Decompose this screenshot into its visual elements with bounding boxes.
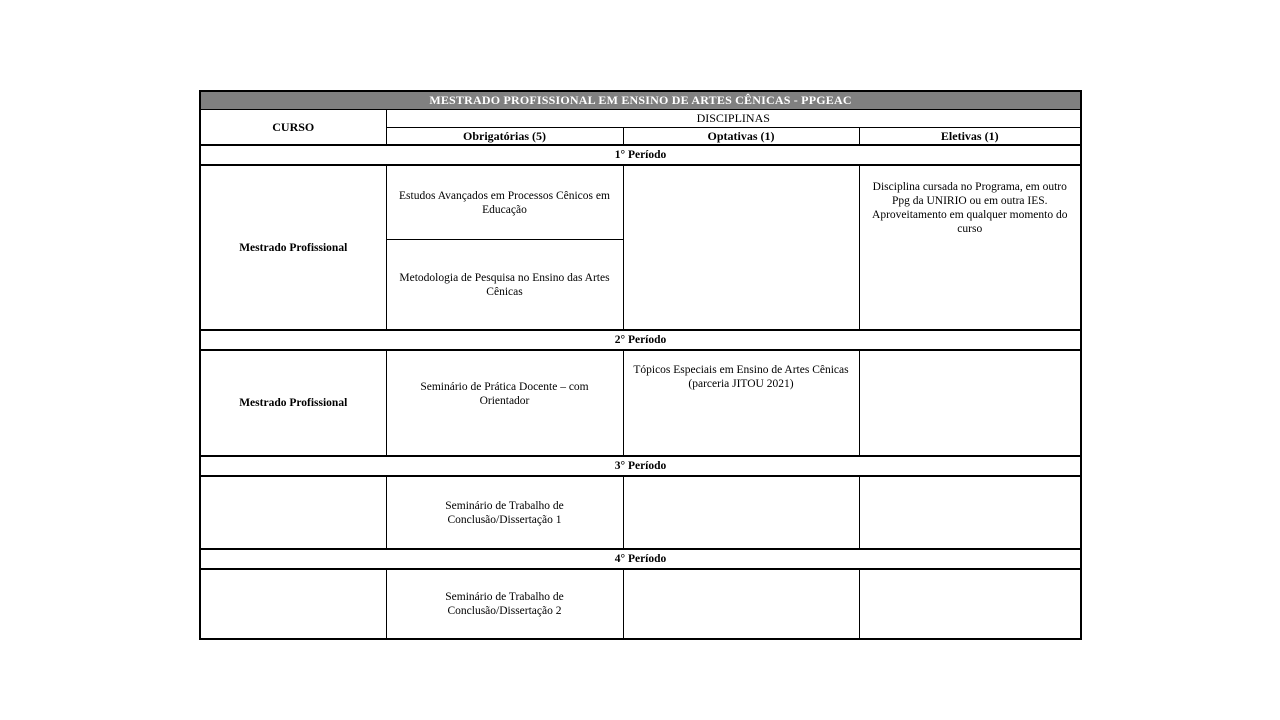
curriculum-table: MESTRADO PROFISSIONAL EM ENSINO DE ARTES… [199,90,1083,641]
disciplinas-header-cell: DISCIPLINAS [385,108,1082,128]
eletivas-header-cell: Eletivas (1) [858,126,1082,147]
table-title: MESTRADO PROFISSIONAL EM ENSINO DE ARTES… [199,90,1082,110]
period-2-curso-cell: Mestrado Profissional [199,349,387,457]
period-1-label: 1° Período [199,144,1082,167]
optativas-header-cell: Optativas (1) [622,126,860,147]
period-3-optativa-cell [622,475,860,550]
period-4-eletiva-cell [858,568,1082,640]
period-1-obrigatoria-1-cell: Estudos Avançados em Processos Cênicos e… [385,164,624,240]
period-1-obrigatoria-2-cell: Metodologia de Pesquisa no Ensino das Ar… [385,238,624,331]
period-3-curso-cell [199,475,387,550]
period-2-obrigatoria-1-cell: Seminário de Prática Docente – com Orien… [385,349,624,457]
period-3-obrigatoria-1-cell: Seminário de Trabalho de Conclusão/Disse… [385,475,624,550]
period-4-obrigatoria-1-cell: Seminário de Trabalho de Conclusão/Disse… [385,568,624,640]
period-1-curso-cell: Mestrado Profissional [199,164,387,331]
period-4-label: 4° Período [199,548,1082,571]
period-1-optativa-cell [622,164,860,331]
obrigatorias-header-cell: Obrigatórias (5) [385,126,624,147]
period-2-eletiva-cell [858,349,1082,457]
period-3-eletiva-cell [858,475,1082,550]
period-4-optativa-cell [622,568,860,640]
period-1-eletiva-cell: Disciplina cursada no Programa, em outro… [858,164,1082,331]
period-3-label: 3° Período [199,455,1082,478]
period-4-curso-cell [199,568,387,640]
period-2-label: 2° Período [199,329,1082,352]
period-2-optativa-cell: Tópicos Especiais em Ensino de Artes Cên… [622,349,860,457]
curso-header-cell: CURSO [199,108,387,146]
